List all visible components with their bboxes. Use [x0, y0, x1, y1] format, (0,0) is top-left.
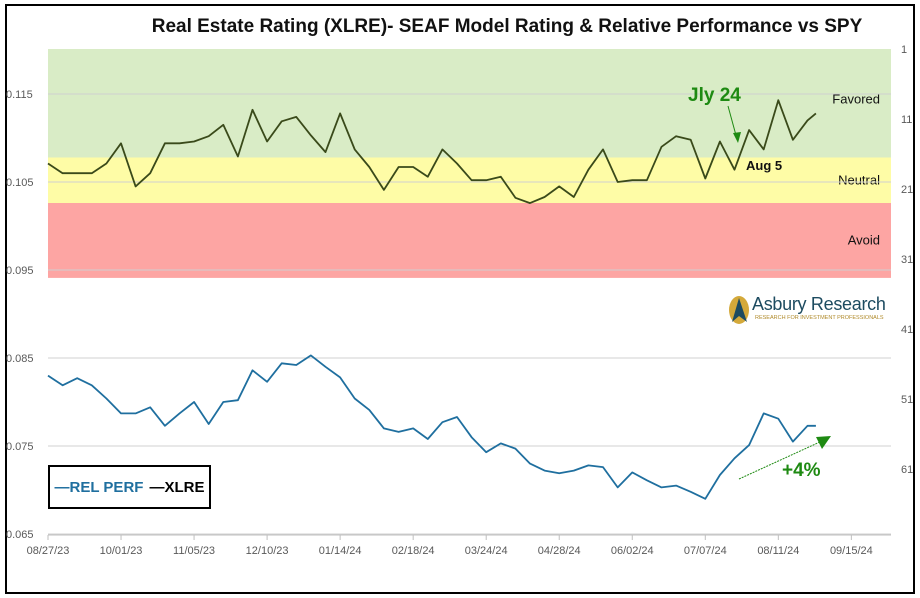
x-axis-tick: 10/01/23: [100, 545, 143, 557]
x-axis-tick: 11/05/23: [173, 545, 215, 557]
legend-item-xlre: —XLRE: [149, 478, 205, 496]
left-axis-tick: 0.115: [6, 89, 33, 101]
logo-mark-icon: [729, 296, 749, 324]
x-axis-tick: 08/27/23: [27, 545, 70, 557]
asbury-research-logo: Asbury Research RESEARCH FOR INVESTMENT …: [728, 294, 888, 326]
zone-favored: [48, 49, 891, 158]
x-axis-tick: 09/15/24: [830, 545, 873, 557]
legend: —REL PERF —XLRE: [48, 465, 211, 509]
left-axis-tick: 0.085: [6, 353, 34, 365]
logo-name: Asbury Research: [752, 294, 886, 314]
right-axis-tick: 11: [901, 114, 912, 126]
zone-label-neutral: Neutral: [838, 172, 880, 187]
annotation-jly-24: Jly 24: [688, 85, 741, 106]
zone-label-favored: Favored: [832, 91, 880, 106]
arrowhead-icon: [816, 436, 831, 449]
chart-title: Real Estate Rating (XLRE)- SEAF Model Ra…: [152, 16, 863, 37]
x-axis-tick: 03/24/24: [465, 545, 508, 557]
x-axis-tick: 06/02/24: [611, 545, 654, 557]
annotation-plus-4-percent: +4%: [782, 460, 821, 481]
arrowhead-icon: [733, 132, 741, 143]
series-line-rel-perf: [47, 354, 816, 500]
x-axis-tick: 12/10/23: [246, 545, 289, 557]
annotation-trend-arrow: [738, 440, 823, 480]
right-axis-tick: 61: [901, 464, 913, 476]
x-axis-tick: 07/07/24: [684, 545, 727, 557]
zone-neutral: [48, 157, 891, 203]
left-axis-tick: 0.105: [6, 177, 34, 189]
logo-tagline: RESEARCH FOR INVESTMENT PROFESSIONALS: [755, 315, 884, 321]
left-axis-tick: 0.075: [6, 441, 34, 453]
right-axis-tick: 51: [901, 394, 913, 406]
left-axis-tick: 0.065: [6, 529, 34, 541]
right-axis-tick: 21: [901, 184, 913, 196]
x-axis-tick: 02/18/24: [392, 545, 435, 557]
x-axis-tick: 04/28/24: [538, 545, 581, 557]
right-axis-tick: 41: [901, 324, 913, 336]
zone-avoid: [48, 203, 891, 278]
series-line-xlre: [47, 99, 817, 205]
right-axis-tick: 1: [901, 44, 907, 56]
right-axis-tick: 31: [901, 254, 913, 266]
annotation-aug-5: Aug 5: [746, 158, 782, 173]
x-axis-tick: 08/11/24: [757, 545, 799, 557]
x-axis-tick: 01/14/24: [319, 545, 362, 557]
legend-item-rel-perf: —REL PERF: [54, 478, 144, 496]
left-axis-tick: 0.095: [6, 265, 34, 277]
zone-label-avoid: Avoid: [848, 232, 880, 247]
